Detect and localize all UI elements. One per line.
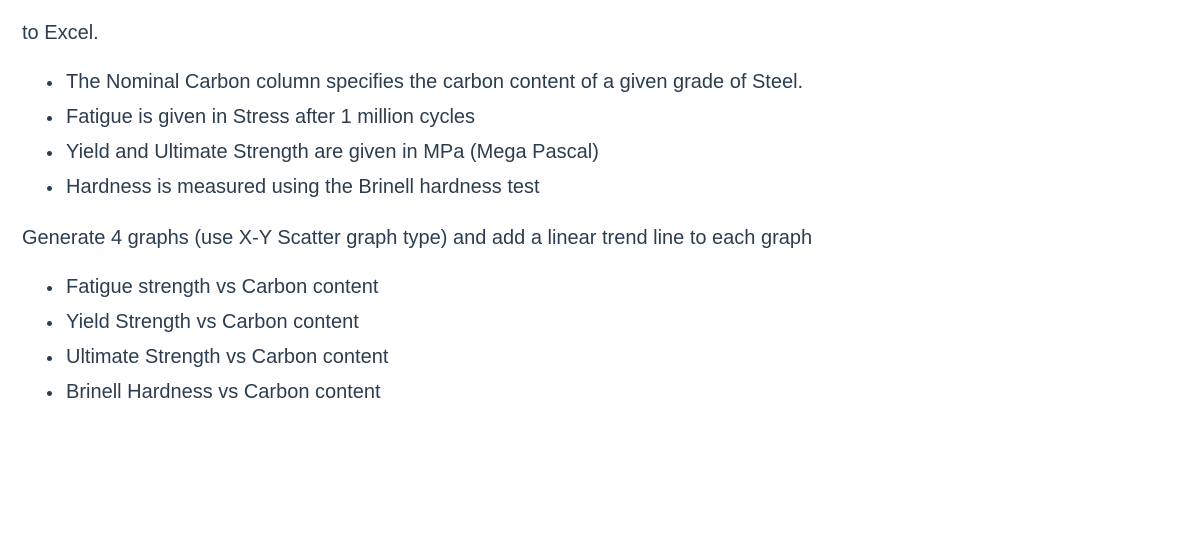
list-item: Fatigue is given in Stress after 1 milli… <box>64 102 1178 133</box>
graphs-list: Fatigue strength vs Carbon content Yield… <box>22 272 1178 408</box>
fragment-line: to Excel. <box>22 18 1178 49</box>
list-item: Fatigue strength vs Carbon content <box>64 272 1178 303</box>
list-item: Yield and Ultimate Strength are given in… <box>64 137 1178 168</box>
list-item: Ultimate Strength vs Carbon content <box>64 342 1178 373</box>
instruction-paragraph: Generate 4 graphs (use X-Y Scatter graph… <box>22 223 1178 254</box>
definitions-list: The Nominal Carbon column specifies the … <box>22 67 1178 203</box>
list-item: Yield Strength vs Carbon content <box>64 307 1178 338</box>
list-item: Hardness is measured using the Brinell h… <box>64 172 1178 203</box>
list-item: The Nominal Carbon column specifies the … <box>64 67 1178 98</box>
list-item: Brinell Hardness vs Carbon content <box>64 377 1178 408</box>
